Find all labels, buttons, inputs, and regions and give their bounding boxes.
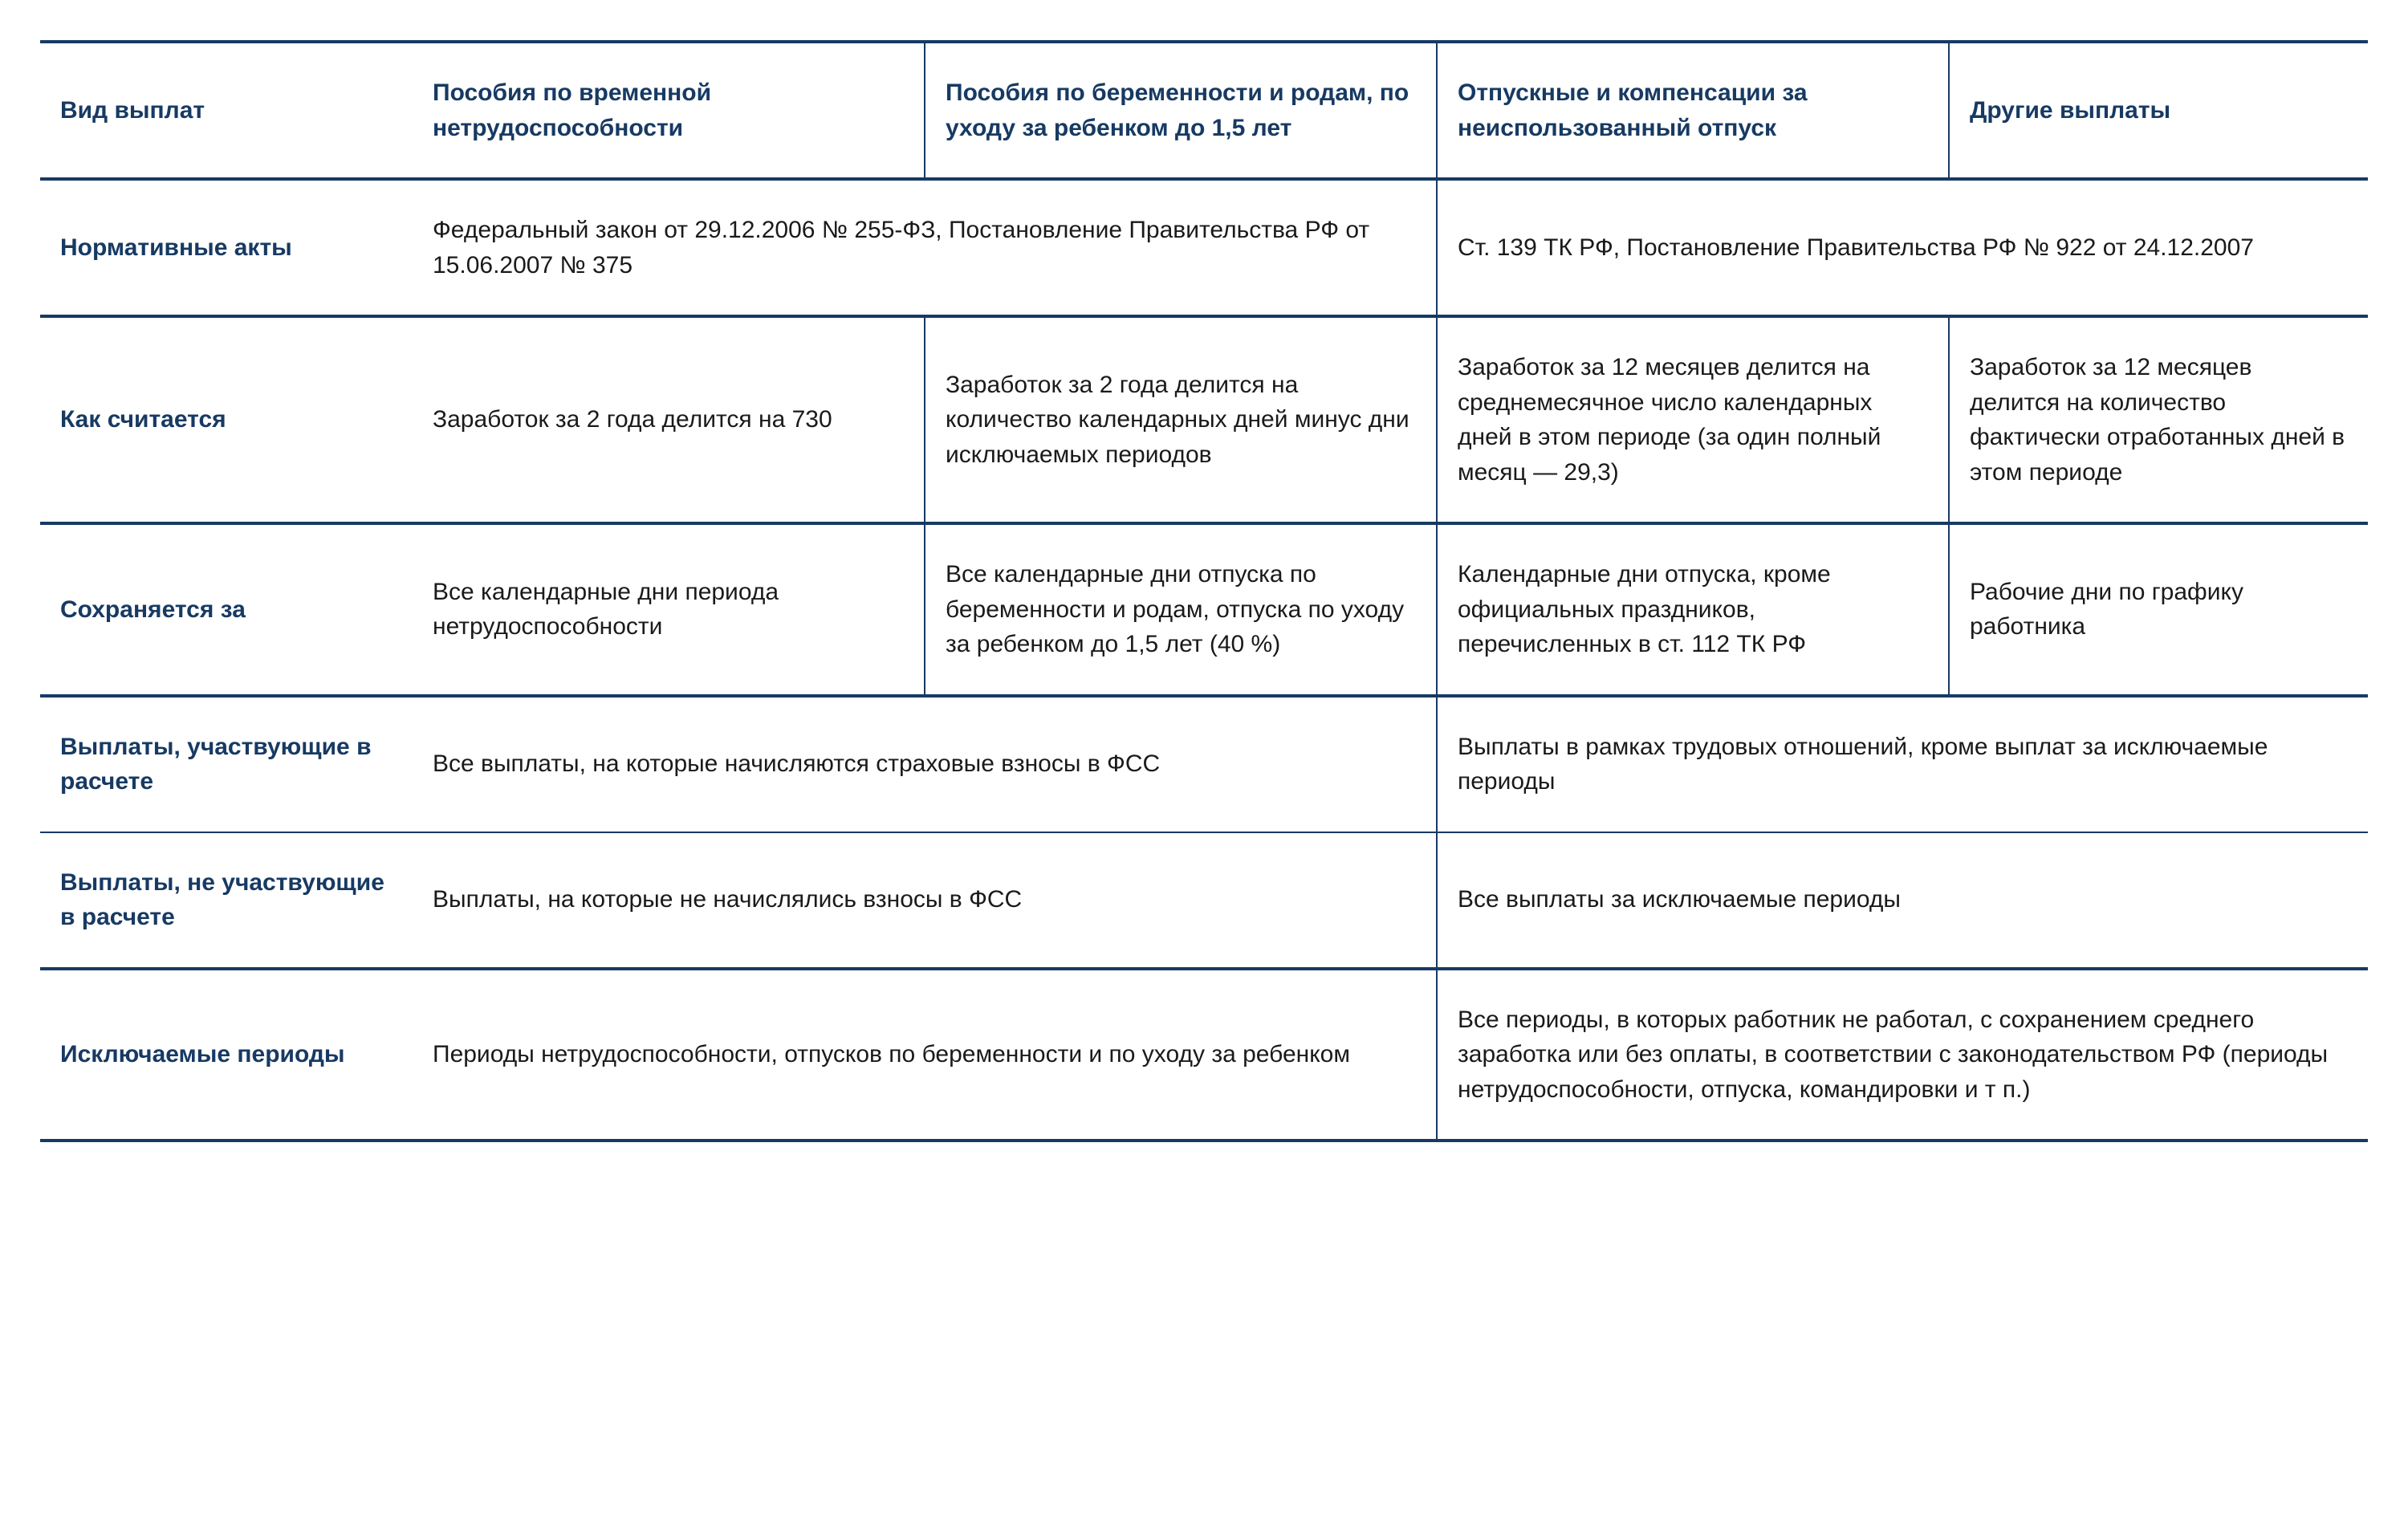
cell-included-left: Все выплаты, на которые начисляются стра…: [413, 696, 1437, 832]
row-label: Нормативные акты: [40, 179, 413, 316]
header-maternity: Пособия по беременности и родам, по уход…: [925, 42, 1437, 179]
row-normative-acts: Нормативные акты Федеральный закон от 29…: [40, 179, 2368, 316]
header-other-payments: Другие выплаты: [1949, 42, 2368, 179]
row-label: Исключаемые периоды: [40, 969, 413, 1141]
cell-preserved-2: Все календарные дни отпуска по беременно…: [925, 523, 1437, 696]
cell-excluded-left: Выплаты, на которые не начислялись взнос…: [413, 832, 1437, 969]
table-header-row: Вид выплат Пособия по временной нетрудос…: [40, 42, 2368, 179]
row-preserved-for: Сохраняется за Все календарные дни перио…: [40, 523, 2368, 696]
cell-periods-left: Периоды нетрудоспособности, отпусков по …: [413, 969, 1437, 1141]
cell-normative-right: Ст. 139 ТК РФ, Постановление Правительст…: [1437, 179, 2368, 316]
cell-calc-4: Заработок за 12 месяцев делится на колич…: [1949, 316, 2368, 523]
cell-periods-right: Все периоды, в которых работник не работ…: [1437, 969, 2368, 1141]
cell-calc-3: Заработок за 12 месяцев делится на средн…: [1437, 316, 1949, 523]
row-included-payments: Выплаты, участвующие в расчете Все выпла…: [40, 696, 2368, 832]
row-label: Как считается: [40, 316, 413, 523]
cell-preserved-4: Рабочие дни по графику работника: [1949, 523, 2368, 696]
cell-calc-2: Заработок за 2 года делится на количеств…: [925, 316, 1437, 523]
row-label: Выплаты, не участвующие в расчете: [40, 832, 413, 969]
cell-preserved-3: Календарные дни отпуска, кроме официальн…: [1437, 523, 1949, 696]
cell-calc-1: Заработок за 2 года делится на 730: [413, 316, 925, 523]
row-calculation: Как считается Заработок за 2 года делитс…: [40, 316, 2368, 523]
header-payment-type: Вид выплат: [40, 42, 413, 179]
row-label: Сохраняется за: [40, 523, 413, 696]
row-excluded-payments: Выплаты, не участвующие в расчете Выплат…: [40, 832, 2368, 969]
payments-comparison-table: Вид выплат Пособия по временной нетрудос…: [40, 40, 2368, 1142]
cell-normative-left: Федеральный закон от 29.12.2006 № 255-ФЗ…: [413, 179, 1437, 316]
cell-excluded-right: Все выплаты за исключаемые периоды: [1437, 832, 2368, 969]
header-vacation-comp: Отпускные и компенсации за неиспользован…: [1437, 42, 1949, 179]
header-temp-disability: Пособия по временной нетрудоспособности: [413, 42, 925, 179]
row-label: Выплаты, участвующие в расчете: [40, 696, 413, 832]
cell-included-right: Выплаты в рамках трудовых отношений, кро…: [1437, 696, 2368, 832]
table: Вид выплат Пособия по временной нетрудос…: [40, 40, 2368, 1142]
row-excluded-periods: Исключаемые периоды Периоды нетрудоспосо…: [40, 969, 2368, 1141]
cell-preserved-1: Все календарные дни периода нетрудоспосо…: [413, 523, 925, 696]
